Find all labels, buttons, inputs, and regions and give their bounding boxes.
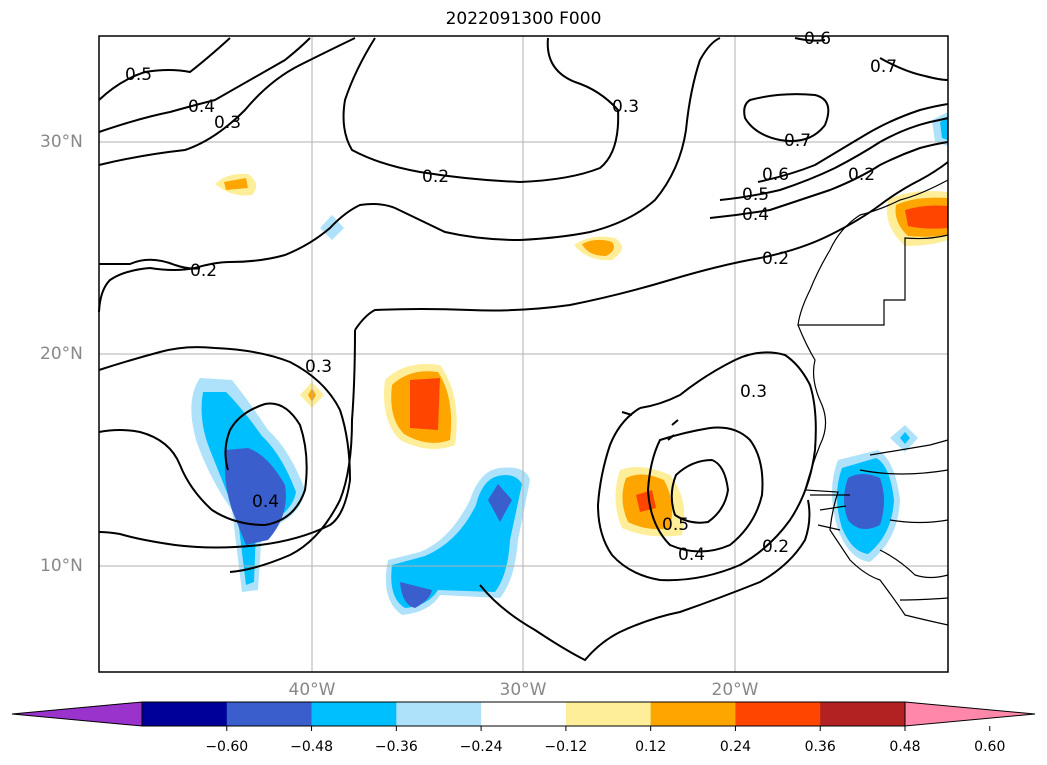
lat-label-20n: 20°N (40, 344, 83, 364)
shading-orange-ne-dark (905, 205, 948, 229)
shading-northeast-blue-core (940, 118, 948, 140)
contour-label: 0.3 (612, 97, 639, 117)
contour-label: 0.5 (662, 515, 689, 535)
colorbar-tick-label: 0.36 (804, 739, 836, 755)
chart-title: 2022091300 F000 (445, 9, 602, 29)
shading-orange-center-dark (410, 378, 440, 430)
colorbar-frame (141, 701, 906, 727)
contour-0.4-east (709, 141, 949, 219)
shading-east-dark (844, 474, 884, 529)
contour-0.5-east-ring (670, 458, 730, 524)
contour-0.2-mid (354, 161, 949, 331)
shading-south-mid (391, 475, 522, 608)
colorbar-tick-label: −0.48 (290, 739, 333, 755)
contour-label: 0.2 (762, 249, 789, 269)
contour-label: 0.5 (125, 65, 152, 85)
shading-small-blue (320, 215, 344, 240)
contour-label: 0.2 (762, 537, 789, 557)
colorbar (11, 701, 1036, 731)
contour-0.6-top (794, 37, 826, 42)
contour-0.3-nw (98, 37, 356, 166)
contour-0.2-nw (98, 37, 721, 313)
contour-0.5-east (719, 117, 949, 201)
contour-0.5-nw (98, 37, 231, 101)
colorbar-tick-label: −0.12 (544, 739, 588, 755)
contour-label: 0.7 (784, 131, 811, 151)
colorbar-tick-label: 0.24 (719, 739, 752, 755)
colorbar-segment (142, 702, 228, 726)
contour-0.7-ring (743, 93, 830, 142)
contour-0.7-corner (879, 57, 949, 81)
colorbar-segment (396, 702, 482, 726)
contour-label: 0.3 (214, 113, 241, 133)
contour-label: 0.2 (422, 167, 449, 187)
colorbar-segment (820, 702, 906, 726)
contour-label: 0.7 (870, 57, 897, 77)
colorbar-segment (565, 702, 652, 726)
lon-label-20w: 20°W (711, 680, 759, 700)
shading-orange-nw (224, 178, 248, 190)
shading-south-dark-1 (400, 582, 432, 608)
colorbar-tick-label: −0.60 (205, 739, 249, 755)
contour-label: 0.3 (740, 382, 767, 402)
colorbar-segment (735, 702, 821, 726)
lat-label-30n: 30°N (40, 132, 83, 152)
contour-label: 0.4 (678, 545, 705, 565)
contour-layer (98, 37, 949, 662)
contour-0.4-west (98, 402, 308, 527)
shading-south-dark-2 (488, 484, 512, 522)
lat-label-10n: 10°N (40, 556, 83, 576)
contour-0.3-east (596, 351, 817, 582)
contour-label: 0.6 (762, 165, 789, 185)
shading-west-dark (224, 448, 286, 545)
colorbar-segment (226, 702, 313, 726)
contour-label-layer: 0.5 0.4 0.3 0.3 0.2 0.2 0.2 0.3 0.4 0.4 … (125, 29, 897, 565)
colorbar-segment (650, 702, 736, 726)
colorbar-tick-label: −0.36 (374, 739, 418, 755)
colorbar-extend-max (904, 701, 1036, 727)
lon-label-30w: 30°W (499, 680, 547, 700)
contour-0.6-east (757, 103, 949, 183)
colorbar-tick-label: 0.48 (889, 739, 921, 755)
contour-label: 0.6 (804, 29, 831, 49)
shading-east-small-core (900, 432, 910, 444)
colorbar-tick-label: 0.60 (974, 739, 1006, 755)
contour-label: 0.5 (742, 185, 769, 205)
contour-0.2-south (229, 329, 356, 573)
shading-layer (191, 112, 948, 615)
colorbar-tick-label: −0.24 (459, 739, 503, 755)
contour-label: 0.3 (305, 357, 332, 377)
contour-label: 0.2 (190, 261, 217, 281)
contour-0.3-north (342, 37, 620, 184)
contour-label: 0.4 (188, 97, 215, 117)
contour-0.4-east-ring (646, 426, 764, 553)
contour-label: 0.4 (252, 492, 279, 512)
colorbar-tick-label: 0.12 (635, 739, 667, 755)
contour-0.2-east (479, 499, 811, 662)
contour-0.2-west (99, 258, 201, 270)
contour-0.4-nw (98, 37, 311, 133)
map-frame (98, 35, 949, 673)
shading-orange-mid (582, 239, 614, 256)
contour-label: 0.2 (848, 165, 875, 185)
colorbar-segment (481, 702, 567, 726)
contour-label: 0.4 (742, 205, 769, 225)
contour-0.3-west (98, 346, 352, 549)
coastline-layer (797, 179, 949, 626)
lon-label-40w: 40°W (288, 680, 336, 700)
colorbar-segment (311, 702, 397, 726)
colorbar-extend-min (11, 701, 143, 727)
gridlines (99, 36, 948, 672)
